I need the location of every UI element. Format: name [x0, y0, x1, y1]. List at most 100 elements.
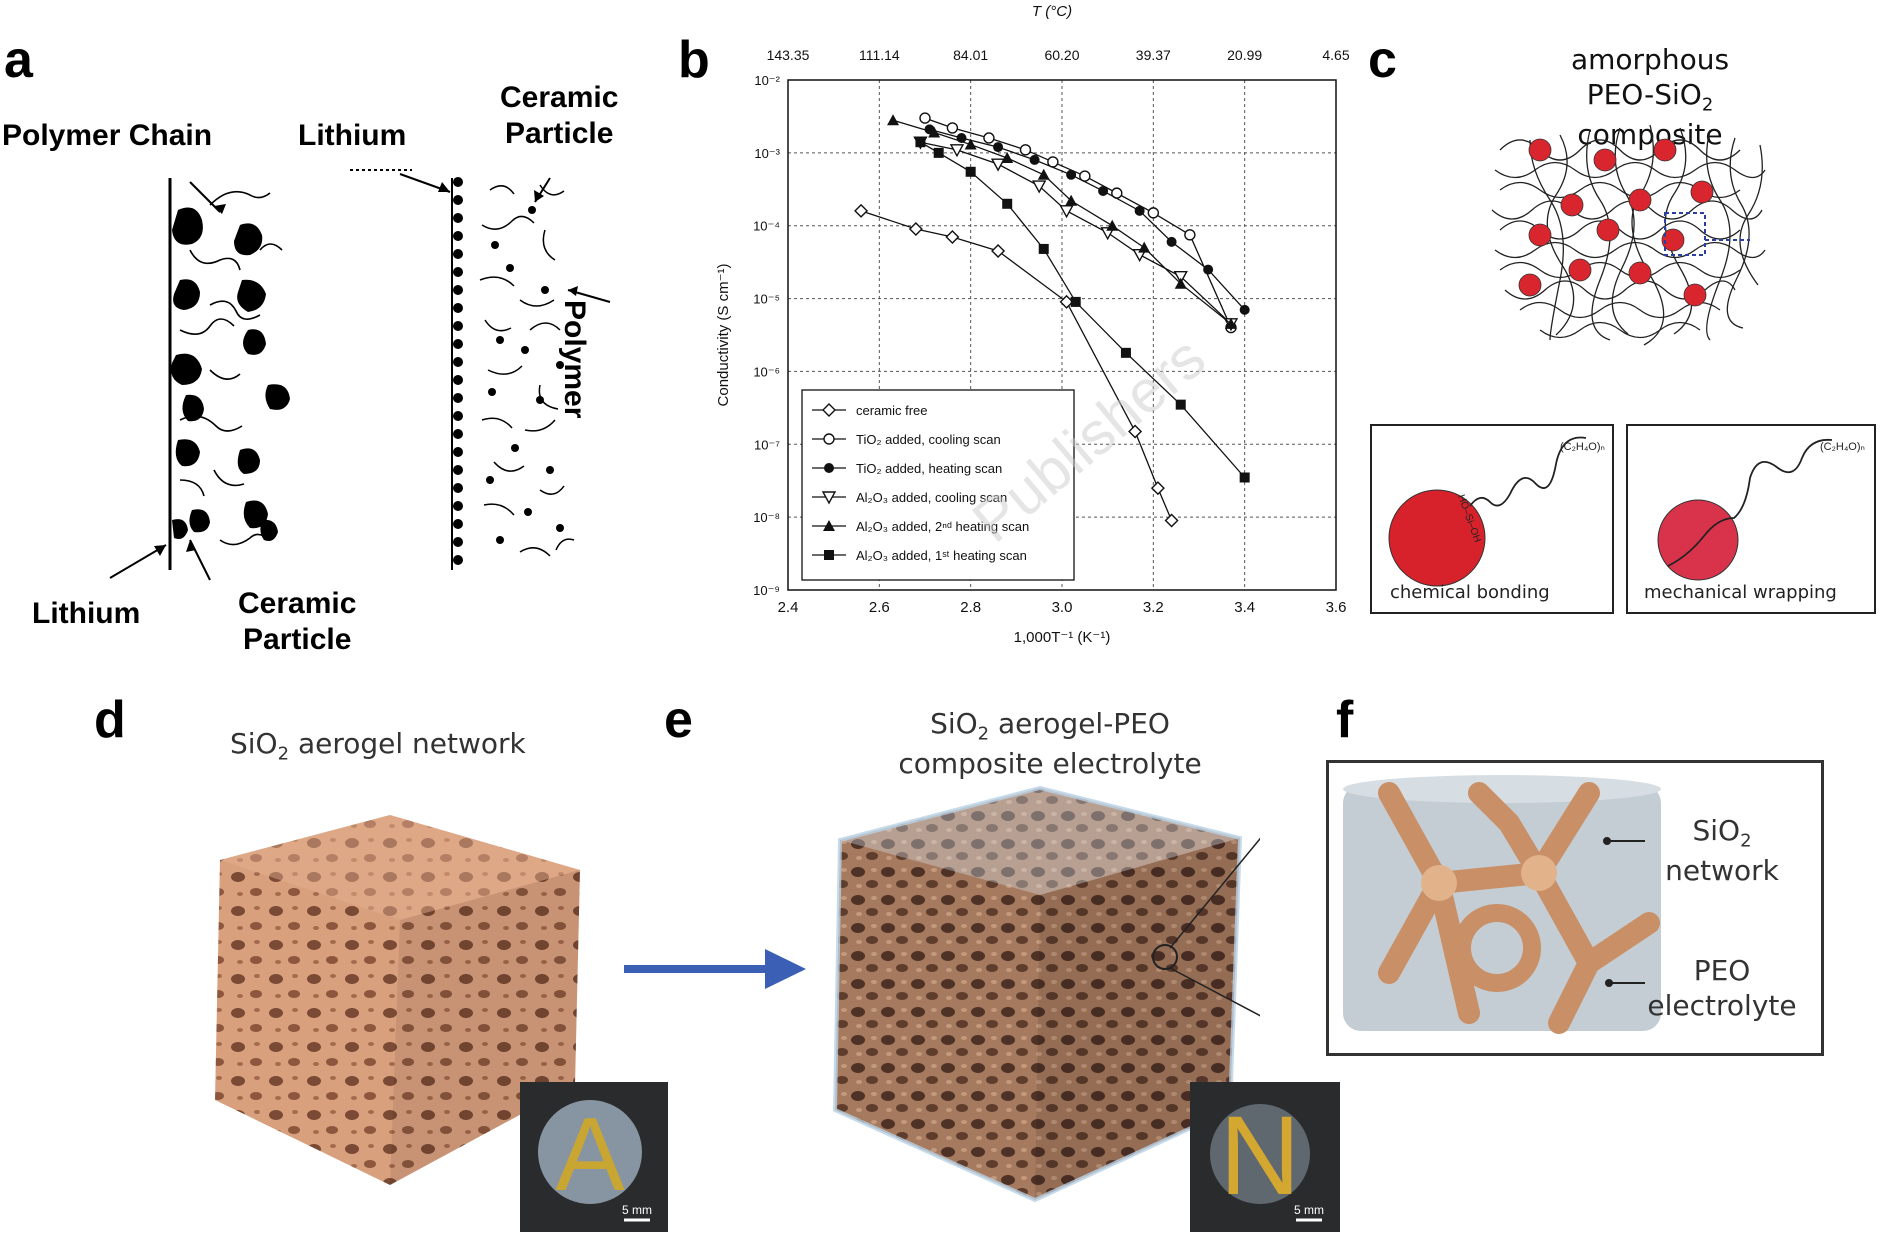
data-point [991, 243, 1006, 258]
series-line [860, 210, 1173, 521]
x-tick-label: 2.8 [960, 599, 981, 616]
panel-e-title-a: SiO [930, 707, 978, 740]
data-point [1150, 481, 1165, 496]
data-point [1019, 144, 1032, 156]
mechanical-wrapping-illustration: (C₂H₄O)ₙ [1657, 438, 1865, 581]
legend-marker [824, 463, 834, 473]
panel-label-a: a [4, 31, 33, 89]
mech-formula-text: (C₂H₄O)ₙ [1820, 441, 1865, 453]
sio2-network-label: SiO2 network [1647, 813, 1797, 888]
process-arrow [624, 949, 806, 989]
data-point [983, 132, 995, 144]
legend-label: TiO₂ added, heating scan [856, 461, 1002, 476]
panel-e-title-sub: 2 [977, 723, 990, 745]
y-tick-label: 10⁻⁸ [753, 510, 780, 525]
data-point [1037, 168, 1050, 180]
top-tick-label: 4.65 [1322, 47, 1349, 63]
panel-d-title-sub: 2 [277, 743, 290, 765]
ceramic-bottom-label: Ceramic Particle [238, 587, 357, 656]
data-point [1164, 513, 1179, 528]
data-point [1038, 243, 1049, 254]
peo-label-b: electrolyte [1647, 989, 1797, 1022]
data-point [1070, 296, 1081, 307]
panel-f-frame: SiO2 network PEO electrolyte [1326, 760, 1824, 1056]
data-point [915, 137, 926, 148]
data-point [1002, 198, 1013, 209]
conductivity-chart: 2.4 2.6 2.8 3.0 3.2 3.4 3.6 143.35 111.14 84.01 60… [715, 3, 1350, 646]
panel-e-title: SiO2 aerogel-PEO composite electrolyte [880, 706, 1220, 781]
data-point [1224, 317, 1237, 329]
data-point [1184, 229, 1196, 241]
inset-letter-a: A [555, 1097, 625, 1213]
inset-photo-a-drawing: A 5 mm [538, 1097, 652, 1222]
top-tick-label: 60.20 [1044, 47, 1079, 63]
scale-bar-n-text: 5 mm [1294, 1203, 1324, 1217]
panel-d-title-tail: aerogel network [289, 727, 526, 760]
data-point [928, 126, 941, 138]
lithium-top-label: Lithium [298, 119, 407, 152]
chem-formula-text: (C₂H₄O)ₙ [1560, 441, 1605, 453]
mechanical-wrapping-caption: mechanical wrapping [1644, 582, 1837, 603]
data-point [1166, 236, 1177, 247]
data-point [946, 122, 959, 134]
y-tick-label: 10⁻⁷ [754, 437, 780, 452]
data-point [1147, 207, 1160, 219]
inset-photo-a: A 5 mm [520, 1082, 668, 1232]
data-point [1098, 185, 1109, 196]
x-tick-label: 2.4 [778, 599, 799, 616]
chemical-bonding-illustration: (C₂H₄O)ₙ HO–Si–OH [1388, 436, 1605, 587]
y-tick-label: 10⁻³ [754, 146, 780, 161]
peo-electrolyte-label: PEO electrolyte [1647, 953, 1797, 1023]
data-point [990, 158, 1006, 172]
top-tick-label: 143.35 [767, 47, 810, 63]
legend-marker [821, 491, 837, 505]
panel-d-title-main: SiO [230, 727, 278, 760]
legend-label: ceramic free [856, 403, 928, 418]
data-point [1066, 169, 1077, 180]
series-line [924, 117, 1232, 328]
data-point [887, 114, 900, 126]
x-tick-label: 3.2 [1143, 599, 1164, 616]
data-point [1001, 151, 1014, 163]
peo-label-a: PEO [1693, 954, 1751, 987]
data-point [1175, 399, 1186, 410]
sio2-label-b: network [1665, 854, 1779, 888]
data-point [1106, 219, 1119, 231]
data-point [854, 203, 869, 218]
top-tick-label: 84.01 [953, 47, 988, 63]
sio2-label-sub: 2 [1740, 830, 1752, 852]
panel-e-title-line2: composite electrolyte [898, 747, 1202, 781]
panel-a-schematic [109, 169, 611, 581]
plot-frame [787, 79, 1337, 591]
x-tick-label: 3.0 [1052, 599, 1073, 616]
y-tick-label: 10⁻⁹ [753, 583, 780, 598]
x-tick-label: 3.6 [1326, 599, 1347, 616]
x-tick-label: 2.6 [869, 599, 890, 616]
legend-box [801, 389, 1075, 581]
legend-label: Al₂O₃ added, 1ˢᵗ heating scan [856, 548, 1027, 563]
data-point [1031, 180, 1047, 194]
data-point [1138, 241, 1151, 253]
panel-f-cylinder [1343, 775, 1661, 1034]
inset-letter-n: N [1220, 1093, 1301, 1218]
panel-label-d: d [94, 691, 126, 749]
lithium-bottom-label: Lithium [32, 597, 141, 630]
data-point [1239, 472, 1250, 483]
y-tick-label: 10⁻⁶ [753, 364, 780, 379]
x-tick-label: 3.4 [1234, 599, 1255, 616]
panel-label-b: b [678, 31, 710, 89]
data-point [1059, 294, 1074, 309]
data-point [908, 222, 923, 237]
x-axis-title: 1,000T⁻¹ (K⁻¹) [1014, 629, 1111, 646]
legend-label: Al₂O₃ added, 2ⁿᵈ heating scan [856, 519, 1029, 534]
y-axis-title: Conductivity (S cm⁻¹) [715, 264, 732, 407]
data-point [1134, 205, 1145, 216]
inset-photo-n: N 5 mm [1190, 1082, 1340, 1232]
y-tick-label: 10⁻² [754, 73, 780, 88]
panel-c-title-line1: amorphous [1570, 43, 1730, 76]
panel-c-title-sub: 2 [1701, 94, 1714, 116]
data-point [1128, 424, 1143, 439]
scale-bar-a-text: 5 mm [622, 1203, 652, 1217]
series-line [929, 128, 1246, 311]
data-point [1174, 277, 1187, 289]
